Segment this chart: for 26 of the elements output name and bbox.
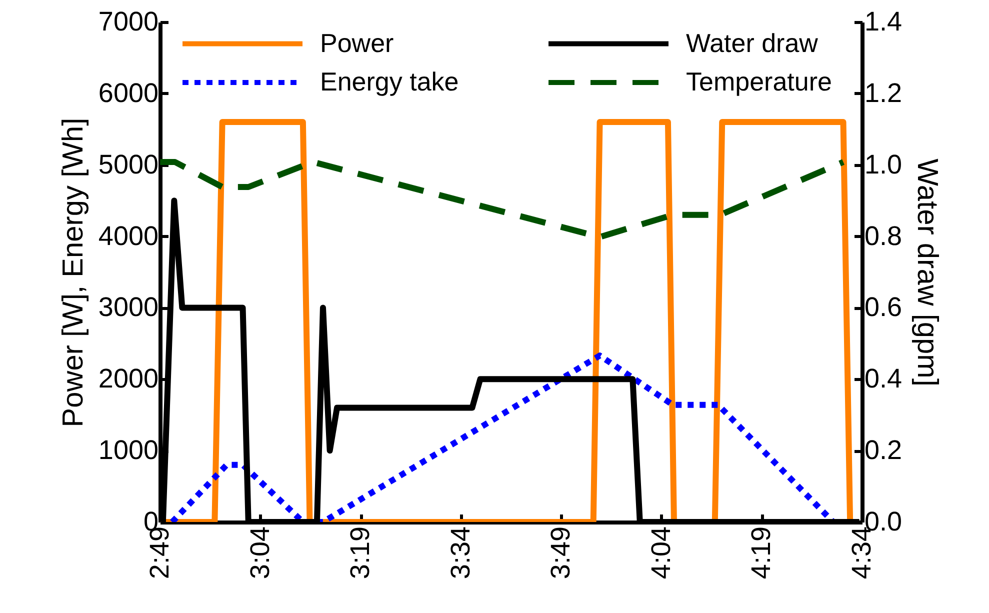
y2-tick-label: 1.0 [864, 149, 902, 180]
x-tick-label: 3:34 [445, 526, 476, 580]
x-tick-label: 3:04 [244, 526, 275, 580]
x-tick-label: 4:04 [646, 526, 676, 580]
y2-tick-label: 1.4 [864, 6, 902, 36]
legend-label: Water draw [686, 28, 818, 58]
legend-label: Temperature [686, 66, 832, 96]
y-tick-label: 6000 [98, 78, 158, 108]
y2-axis-title: Water draw [gpm] [911, 158, 944, 386]
y2-tick-label: 0.8 [864, 220, 902, 251]
legend-label: Power [320, 28, 394, 58]
y-tick-label: 3000 [98, 292, 158, 322]
legend-label: Energy take [320, 66, 459, 96]
x-tick-label: 3:19 [345, 526, 376, 580]
y-tick-label: 4000 [98, 220, 158, 251]
y-axis-title: Power [W], Energy [Wh] [57, 118, 90, 428]
y-tick-label: 1000 [98, 435, 158, 466]
y2-tick-label: 0.4 [864, 364, 902, 394]
y2-tick-label: 1.2 [864, 78, 902, 108]
x-tick-label: 4:19 [746, 526, 776, 580]
y-tick-label: 5000 [98, 149, 158, 180]
y2-tick-label: 0.6 [864, 292, 902, 322]
x-tick-label: 3:49 [546, 526, 576, 580]
y2-tick-label: 0.2 [864, 435, 902, 466]
y-tick-label: 7000 [98, 6, 158, 36]
y-tick-label: 2000 [98, 364, 158, 394]
